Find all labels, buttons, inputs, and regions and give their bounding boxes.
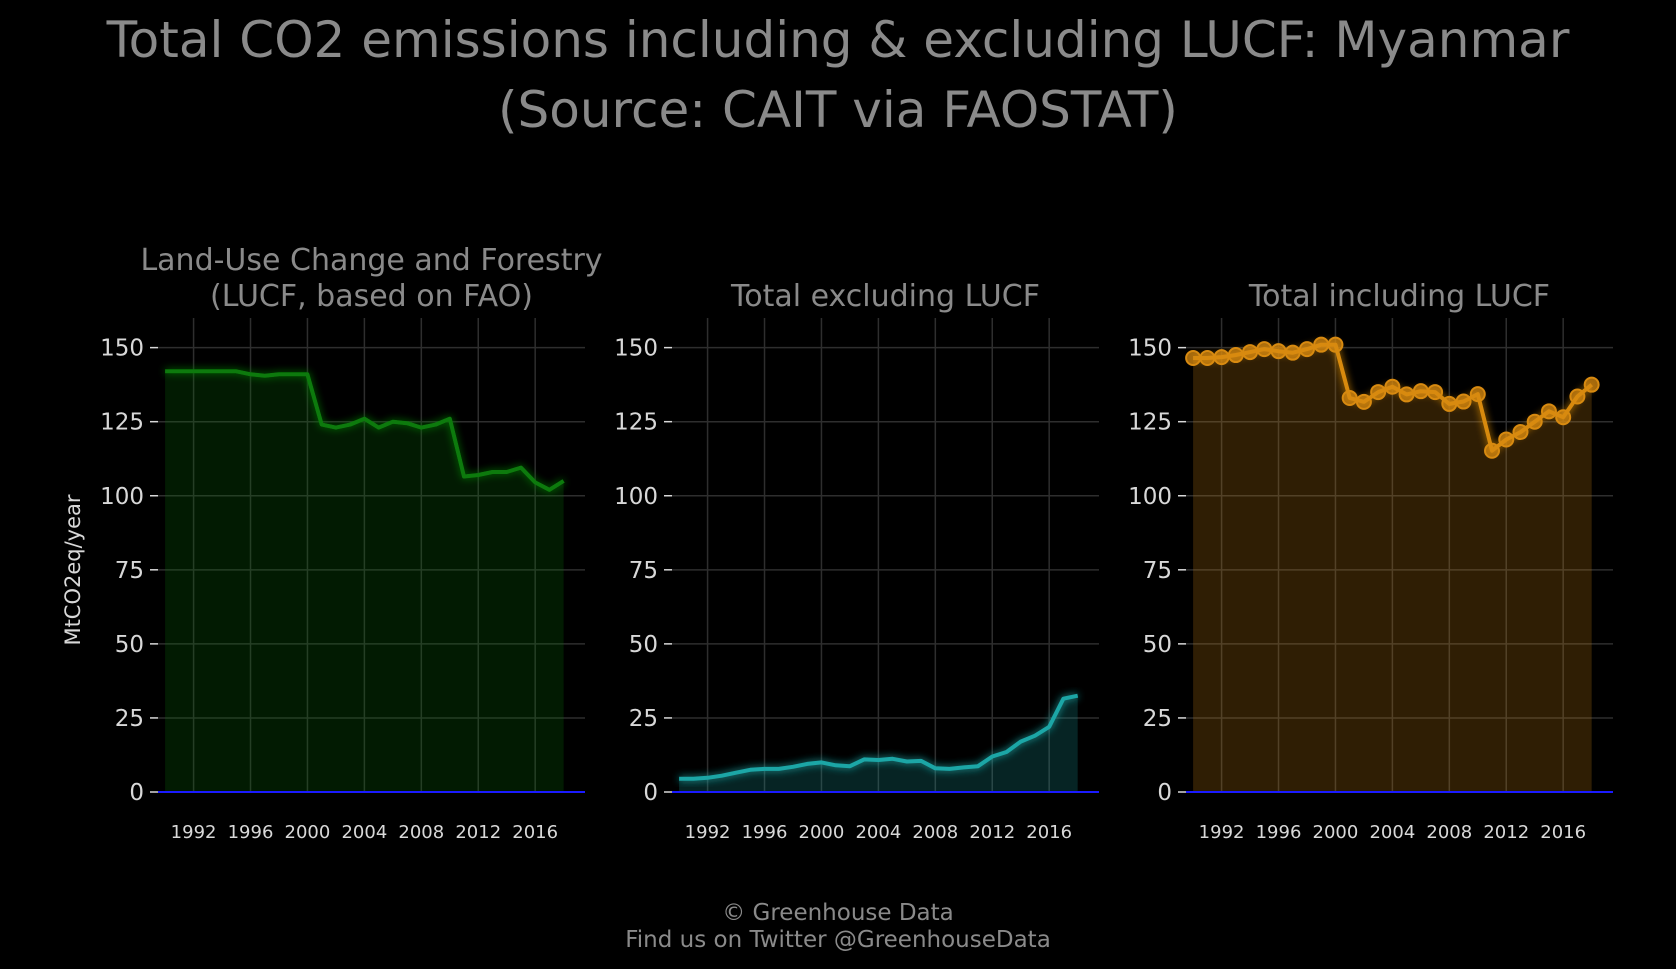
y-tick-label: 50 — [115, 632, 144, 658]
x-tick-label: 1992 — [685, 822, 731, 843]
footer-twitter: Find us on Twitter @GreenhouseData — [625, 927, 1051, 953]
data-point — [1242, 344, 1259, 361]
x-tick-label: 2012 — [969, 822, 1015, 843]
data-point — [1327, 336, 1344, 353]
data-point — [1313, 336, 1330, 353]
x-tick-label: 1996 — [742, 822, 788, 843]
series-line — [165, 369, 565, 492]
y-tick-label: 75 — [629, 558, 658, 584]
data-point — [1398, 386, 1415, 403]
y-tick-label: 125 — [100, 410, 144, 436]
x-tick-label: 2000 — [799, 822, 845, 843]
x-tick-label: 2000 — [285, 822, 331, 843]
y-tick-label: 125 — [1128, 410, 1172, 436]
series-area — [165, 371, 564, 792]
y-tick-label: 25 — [1143, 706, 1172, 732]
chart-title: Total CO2 emissions including & excludin… — [106, 11, 1570, 69]
x-tick-label: 1996 — [228, 822, 274, 843]
data-point — [1540, 403, 1557, 420]
x-tick-label: 2004 — [855, 822, 901, 843]
data-point — [1227, 347, 1244, 364]
y-tick-label: 25 — [115, 706, 144, 732]
data-point — [1455, 393, 1472, 410]
y-tick-label: 75 — [1143, 558, 1172, 584]
data-point — [1256, 341, 1273, 358]
x-tick-label: 2016 — [512, 822, 558, 843]
y-tick-label: 0 — [1157, 780, 1172, 806]
data-point — [1583, 376, 1600, 393]
x-tick-label: 2004 — [1369, 822, 1415, 843]
series-area — [1193, 344, 1592, 792]
series-line — [679, 693, 1079, 781]
y-tick-label: 100 — [1128, 484, 1172, 510]
panel-title: Total excluding LUCF — [730, 279, 1040, 314]
panel-title: Land-Use Change and Forestry — [140, 243, 602, 278]
x-tick-label: 2016 — [1026, 822, 1072, 843]
data-point — [1412, 383, 1429, 400]
y-tick-label: 0 — [129, 780, 144, 806]
x-tick-label: 2012 — [455, 822, 501, 843]
panel-title: (LUCF, based on FAO) — [210, 279, 533, 314]
x-tick-label: 2008 — [1426, 822, 1472, 843]
data-point — [1270, 343, 1287, 360]
data-point — [1512, 424, 1529, 441]
chart-subtitle: (Source: CAIT via FAOSTAT) — [498, 81, 1178, 139]
data-point — [1526, 413, 1543, 430]
data-point — [1341, 389, 1358, 406]
data-point — [1469, 386, 1486, 403]
panel-title: Total including LUCF — [1248, 279, 1550, 314]
footer-copyright: © Greenhouse Data — [722, 900, 954, 926]
y-tick-label: 150 — [1128, 336, 1172, 362]
y-tick-label: 25 — [629, 706, 658, 732]
data-point — [1441, 395, 1458, 412]
y-tick-label: 0 — [643, 780, 658, 806]
data-point — [1427, 384, 1444, 401]
data-point — [1284, 344, 1301, 361]
x-tick-label: 1992 — [1199, 822, 1245, 843]
data-point — [1298, 341, 1315, 358]
x-tick-label: 2008 — [398, 822, 444, 843]
y-axis-label: MtCO2eq/year — [61, 494, 85, 645]
x-tick-label: 2012 — [1483, 822, 1529, 843]
data-point — [1569, 388, 1586, 405]
y-tick-label: 150 — [614, 336, 658, 362]
data-point — [1370, 384, 1387, 401]
x-tick-label: 1992 — [171, 822, 217, 843]
data-point — [1555, 409, 1572, 426]
y-tick-label: 50 — [629, 632, 658, 658]
data-point — [1199, 349, 1216, 366]
x-tick-label: 2000 — [1313, 822, 1359, 843]
y-tick-label: 125 — [614, 410, 658, 436]
x-tick-label: 2004 — [341, 822, 387, 843]
data-point — [1498, 431, 1515, 448]
data-point — [1384, 378, 1401, 395]
data-point — [1355, 393, 1372, 410]
x-tick-label: 2016 — [1540, 822, 1586, 843]
data-point — [1213, 349, 1230, 366]
data-point — [1185, 349, 1202, 366]
y-tick-label: 100 — [100, 484, 144, 510]
data-point — [1484, 442, 1501, 459]
x-tick-label: 1996 — [1256, 822, 1302, 843]
y-tick-label: 100 — [614, 484, 658, 510]
y-tick-label: 50 — [1143, 632, 1172, 658]
y-tick-label: 150 — [100, 336, 144, 362]
x-tick-label: 2008 — [912, 822, 958, 843]
y-tick-label: 75 — [115, 558, 144, 584]
